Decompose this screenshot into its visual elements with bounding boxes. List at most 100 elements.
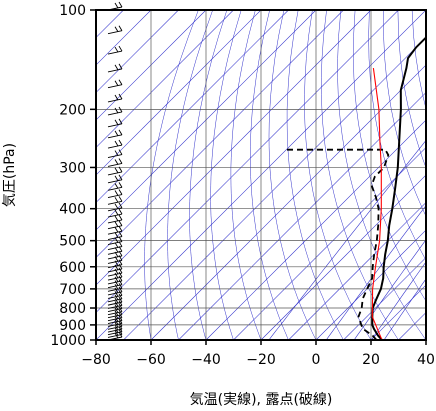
isotherm-line xyxy=(96,10,207,121)
wind-barb-flag xyxy=(118,93,123,100)
wind-barb-shaft xyxy=(107,84,123,89)
wind-barb-flag xyxy=(114,80,119,86)
dry-adiabat-line xyxy=(167,10,213,340)
mixing-ratio-line xyxy=(325,204,426,340)
x-tick-label: −40 xyxy=(191,352,221,368)
dry-adiabat-line xyxy=(411,10,426,110)
wind-barb-flag xyxy=(114,294,119,301)
wind-barb-flag xyxy=(114,46,119,53)
wind-barb-shaft xyxy=(107,304,123,309)
wind-barb-shaft xyxy=(107,186,123,191)
mixing-ratio-line xyxy=(371,261,426,340)
wind-barb-flag xyxy=(118,25,123,31)
isotherm-line xyxy=(343,257,426,340)
isotherm-line xyxy=(96,10,399,313)
wind-barb-shaft xyxy=(107,325,123,330)
wind-barb-flag xyxy=(118,279,123,285)
wind-barb-shaft xyxy=(107,50,123,55)
wind-barb-shaft xyxy=(107,250,123,255)
wind-barb-flag xyxy=(118,275,123,282)
wind-barb-shaft xyxy=(107,225,123,230)
wind-barb-shaft xyxy=(107,219,123,224)
y-tick-label: 700 xyxy=(59,282,86,298)
wind-barb-flag xyxy=(114,280,119,286)
dry-adiabat-line xyxy=(268,10,317,340)
dry-adiabat-line xyxy=(250,10,289,340)
wind-barb-flag xyxy=(114,301,119,307)
wind-barb-flag xyxy=(118,202,123,209)
y-tick-label: 900 xyxy=(59,318,86,334)
wind-barb-flag xyxy=(114,150,119,156)
wind-barb-shaft xyxy=(107,298,123,303)
wind-barb-shaft xyxy=(107,111,123,116)
wind-barb-flag xyxy=(118,293,123,300)
wind-barb-shaft xyxy=(107,213,123,218)
wind-barb-flag xyxy=(114,2,119,9)
wind-barb-flag xyxy=(114,26,119,32)
wind-barb-shaft xyxy=(107,236,123,240)
y-tick-label: 1000 xyxy=(50,333,86,349)
wind-barb-flag xyxy=(118,196,123,202)
dry-adiabat-line xyxy=(230,10,262,340)
wind-barb-shaft xyxy=(107,294,123,299)
wind-barb-shaft xyxy=(107,308,123,312)
isotherm-line xyxy=(260,174,426,340)
isotherm-line xyxy=(96,10,317,231)
wind-barb-flag xyxy=(114,94,119,101)
wind-barb-shaft xyxy=(107,301,123,306)
wind-barb-shaft xyxy=(107,320,123,325)
x-tick-label: 20 xyxy=(362,352,380,368)
y-tick-label: 100 xyxy=(59,3,86,19)
wind-barb-shaft xyxy=(107,98,123,103)
y-tick-label: 800 xyxy=(59,301,86,317)
y-tick-label: 600 xyxy=(59,260,86,276)
wind-barb-flag xyxy=(114,197,119,203)
wind-barb-shaft xyxy=(107,163,123,167)
y-tick-label: 300 xyxy=(59,160,86,176)
y-tick-label: 200 xyxy=(59,102,86,118)
wind-barb-shaft xyxy=(107,323,123,327)
wind-barb-shaft xyxy=(107,230,123,235)
wind-barb-shaft xyxy=(107,123,123,128)
wind-barb-flag xyxy=(114,272,119,279)
dry-adiabat-line xyxy=(210,10,242,340)
wind-barb-flag xyxy=(114,190,119,196)
wind-barb-flag xyxy=(118,63,123,70)
wind-barb-shaft xyxy=(107,287,123,292)
wind-barb-flag xyxy=(118,158,123,164)
wind-barb-shaft xyxy=(107,331,123,336)
wind-barb-flag xyxy=(118,283,123,289)
wind-barb-flag xyxy=(118,231,123,237)
wind-barb-shaft xyxy=(107,194,123,198)
wind-barb-flag xyxy=(114,268,119,275)
wind-barb-shaft xyxy=(107,314,123,319)
wind-barb-shaft xyxy=(107,246,123,250)
wind-barb-shaft xyxy=(107,317,123,322)
x-tick-label: −60 xyxy=(136,352,166,368)
wind-barb-shaft xyxy=(107,276,123,281)
wind-barb-flag xyxy=(118,1,123,8)
isotherm-line xyxy=(123,37,426,340)
x-tick-label: 40 xyxy=(417,352,435,368)
wind-barb-shaft xyxy=(107,291,123,296)
wind-barb-flag xyxy=(114,232,119,238)
series-group xyxy=(286,36,426,340)
isotherm-line xyxy=(96,10,262,176)
wind-barb-flag xyxy=(118,267,123,274)
wind-barb-flag xyxy=(118,208,123,215)
wind-barb-flag xyxy=(114,64,119,71)
wind-barb-flag xyxy=(114,276,119,283)
wind-barb-flag xyxy=(114,209,119,216)
wind-barb-flag xyxy=(118,139,123,146)
wind-barb-shaft xyxy=(107,272,123,277)
wind-barb-shaft xyxy=(107,134,123,139)
wind-barb-flag xyxy=(118,79,123,85)
wind-barb-flag xyxy=(114,175,119,182)
wind-barb-flag xyxy=(118,45,123,52)
grid xyxy=(96,10,426,340)
dry-adiabat-line xyxy=(189,10,228,340)
wind-barb-shaft xyxy=(107,264,123,269)
wind-barb-shaft xyxy=(107,311,123,316)
wind-barb-shaft xyxy=(107,30,123,35)
wind-barb-shaft xyxy=(107,207,123,212)
